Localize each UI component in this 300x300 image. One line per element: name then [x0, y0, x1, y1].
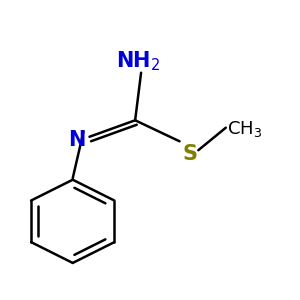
Text: NH$_2$: NH$_2$ [116, 49, 160, 73]
Text: S: S [183, 145, 198, 164]
Text: CH$_3$: CH$_3$ [227, 119, 262, 139]
Text: N: N [68, 130, 86, 150]
